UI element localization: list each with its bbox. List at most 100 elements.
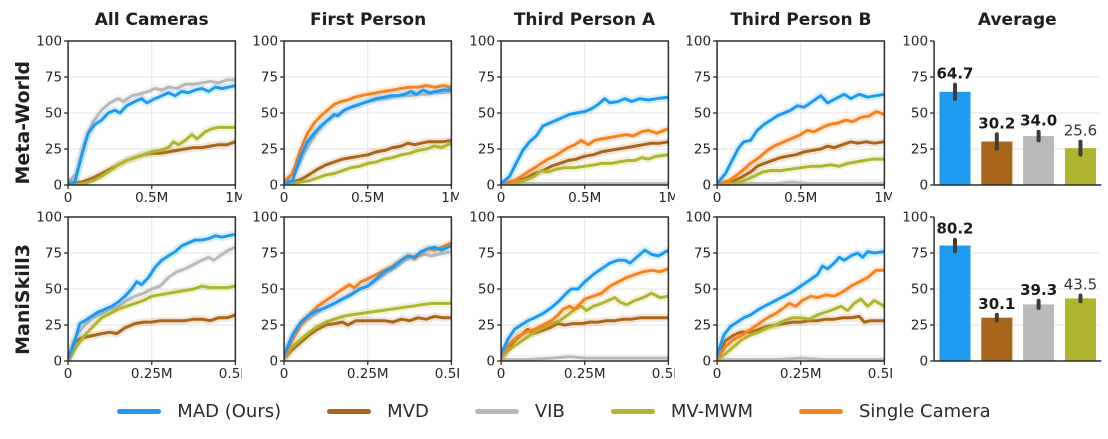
bar-VIB bbox=[1022, 304, 1054, 361]
x-tick-label: 0 bbox=[280, 366, 289, 382]
y-tick-label: 75 bbox=[261, 70, 278, 86]
bar-MAD (Ours) bbox=[939, 91, 971, 185]
series-group bbox=[717, 247, 885, 361]
y-tick-label: 75 bbox=[261, 246, 278, 262]
x-tick-label: 0 bbox=[497, 366, 506, 382]
x-tick-label: 1M bbox=[442, 190, 459, 206]
legend-item-mv-mwm: MV-MWM bbox=[610, 400, 753, 422]
legend-label: MV-MWM bbox=[670, 400, 753, 422]
y-tick-label: 75 bbox=[45, 246, 62, 262]
y-tick-label: 100 bbox=[253, 211, 279, 225]
y-tick-label: 0 bbox=[270, 178, 279, 194]
line-series-VIB bbox=[717, 356, 885, 361]
legend-item-vib: VIB bbox=[474, 401, 565, 422]
line-series-MV-MWM bbox=[717, 297, 885, 361]
line-series-MAD (Ours) bbox=[68, 84, 236, 185]
line-series-MV-MWM bbox=[68, 125, 236, 185]
plot-maniskill3-average-bars: 80.2 30.1 39.3 43.5 0 25 50 75 100 bbox=[902, 211, 1101, 369]
plot-cell: 0 0.5M 1M 0 25 50 75 100 bbox=[459, 35, 675, 211]
legend: MAD (Ours) MVD VIB MV-MWM Single Camera bbox=[0, 387, 1108, 439]
x-tick-label: 0.5M bbox=[135, 190, 168, 206]
plot-maniskill3-first-person: 0 0.25M 0.5M 0 25 50 75 100 bbox=[253, 211, 459, 382]
y-tick-label: 25 bbox=[478, 142, 495, 158]
series-group bbox=[68, 75, 236, 185]
y-tick-label: 100 bbox=[685, 211, 711, 225]
corner-spacer bbox=[0, 5, 26, 35]
x-tick-label: 0.25M bbox=[564, 366, 606, 382]
line-series-Single Camera bbox=[284, 84, 452, 184]
row-label-maniskill3: ManiSkill3 bbox=[0, 211, 34, 387]
x-tick-label: 0.5M bbox=[435, 366, 459, 382]
y-tick-label: 25 bbox=[694, 142, 711, 158]
plot-metaworld-third-person-b: 0 0.5M 1M 0 25 50 75 100 bbox=[685, 35, 891, 206]
legend-label: Single Camera bbox=[858, 400, 991, 422]
x-tick-label: 0 bbox=[64, 190, 73, 206]
plot-metaworld-first-person: 0 0.5M 1M 0 25 50 75 100 bbox=[253, 35, 459, 206]
mvd-line-swatch-icon bbox=[327, 408, 372, 414]
x-tick-label: 0.5M bbox=[568, 190, 601, 206]
column-title-average: Average bbox=[977, 10, 1057, 30]
y-tick-label: 75 bbox=[45, 70, 62, 86]
legend-label: MAD (Ours) bbox=[177, 400, 282, 422]
line-series-VIB bbox=[500, 355, 669, 361]
line-series-MAD (Ours) bbox=[717, 92, 885, 185]
y-tick-label: 100 bbox=[685, 35, 711, 49]
line-series-MVD bbox=[68, 140, 236, 185]
series-group bbox=[500, 246, 669, 361]
line-series-Single Camera bbox=[717, 268, 885, 360]
y-tick-label: 25 bbox=[910, 318, 927, 334]
series-group bbox=[284, 238, 452, 361]
y-tick-label: 75 bbox=[694, 246, 711, 262]
bar-value-label: 25.6 bbox=[1063, 122, 1096, 140]
plot-metaworld-third-person-a: 0 0.5M 1M 0 25 50 75 100 bbox=[469, 35, 675, 206]
x-tick-label: 0 bbox=[64, 366, 73, 382]
x-tick-label: 0 bbox=[713, 190, 722, 206]
legend-item-single-camera: Single Camera bbox=[798, 400, 991, 422]
column-title-third-person-b: Third Person B bbox=[730, 10, 872, 30]
x-tick-label: 0.5M bbox=[652, 366, 676, 382]
y-tick-label: 75 bbox=[478, 70, 495, 86]
bar-MVD bbox=[980, 317, 1012, 361]
x-tick-label: 0.5M bbox=[219, 366, 243, 382]
line-series-MAD (Ours) bbox=[500, 95, 669, 185]
x-tick-label: 0.25M bbox=[780, 366, 822, 382]
plot-cell: 64.7 30.2 34.0 25.6 0 25 50 75 100 bbox=[892, 35, 1108, 211]
y-tick-label: 0 bbox=[919, 178, 928, 194]
legend-label: MVD bbox=[387, 400, 429, 422]
y-tick-label: 100 bbox=[36, 211, 62, 225]
column-title-first-person: First Person bbox=[309, 10, 427, 30]
y-tick-label: 0 bbox=[486, 354, 495, 370]
plot-cell: 80.2 30.1 39.3 43.5 0 25 50 75 100 bbox=[892, 211, 1108, 387]
x-tick-label: 0 bbox=[497, 190, 506, 206]
column-title-third-person-a: Third Person A bbox=[513, 10, 656, 30]
y-tick-label: 75 bbox=[478, 246, 495, 262]
plot-cell: 0 0.5M 1M 0 25 50 75 100 bbox=[675, 35, 891, 211]
line-series-VIB bbox=[68, 245, 236, 360]
x-tick-label: 0.5M bbox=[784, 190, 817, 206]
mad-line-swatch-icon bbox=[117, 408, 162, 414]
line-series-MAD (Ours) bbox=[68, 232, 236, 360]
y-tick-label: 50 bbox=[45, 282, 62, 298]
series-group bbox=[500, 93, 669, 185]
y-tick-label: 50 bbox=[694, 282, 711, 298]
y-tick-label: 25 bbox=[478, 318, 495, 334]
x-tick-label: 1M bbox=[225, 190, 242, 206]
line-series-MVD bbox=[500, 140, 669, 185]
plot-maniskill3-third-person-a: 0 0.25M 0.5M 0 25 50 75 100 bbox=[469, 211, 676, 382]
series-group bbox=[717, 90, 885, 185]
y-tick-label: 100 bbox=[469, 35, 495, 49]
y-tick-label: 50 bbox=[910, 282, 927, 298]
line-series-MVD bbox=[717, 140, 885, 185]
y-tick-label: 50 bbox=[261, 282, 278, 298]
x-tick-label: 0 bbox=[713, 366, 722, 382]
line-series-MVD bbox=[68, 313, 236, 360]
line-series-Single Camera bbox=[500, 127, 669, 185]
x-tick-label: 1M bbox=[658, 190, 675, 206]
legend-item-mvd: MVD bbox=[327, 401, 429, 422]
y-tick-label: 75 bbox=[910, 246, 927, 262]
bar-value-label: 39.3 bbox=[1020, 281, 1057, 299]
line-series-MAD (Ours) bbox=[717, 250, 885, 357]
y-tick-label: 75 bbox=[694, 70, 711, 86]
plot-cell: 0 0.25M 0.5M 0 25 50 75 100 bbox=[26, 211, 242, 387]
y-tick-label: 25 bbox=[261, 142, 278, 158]
